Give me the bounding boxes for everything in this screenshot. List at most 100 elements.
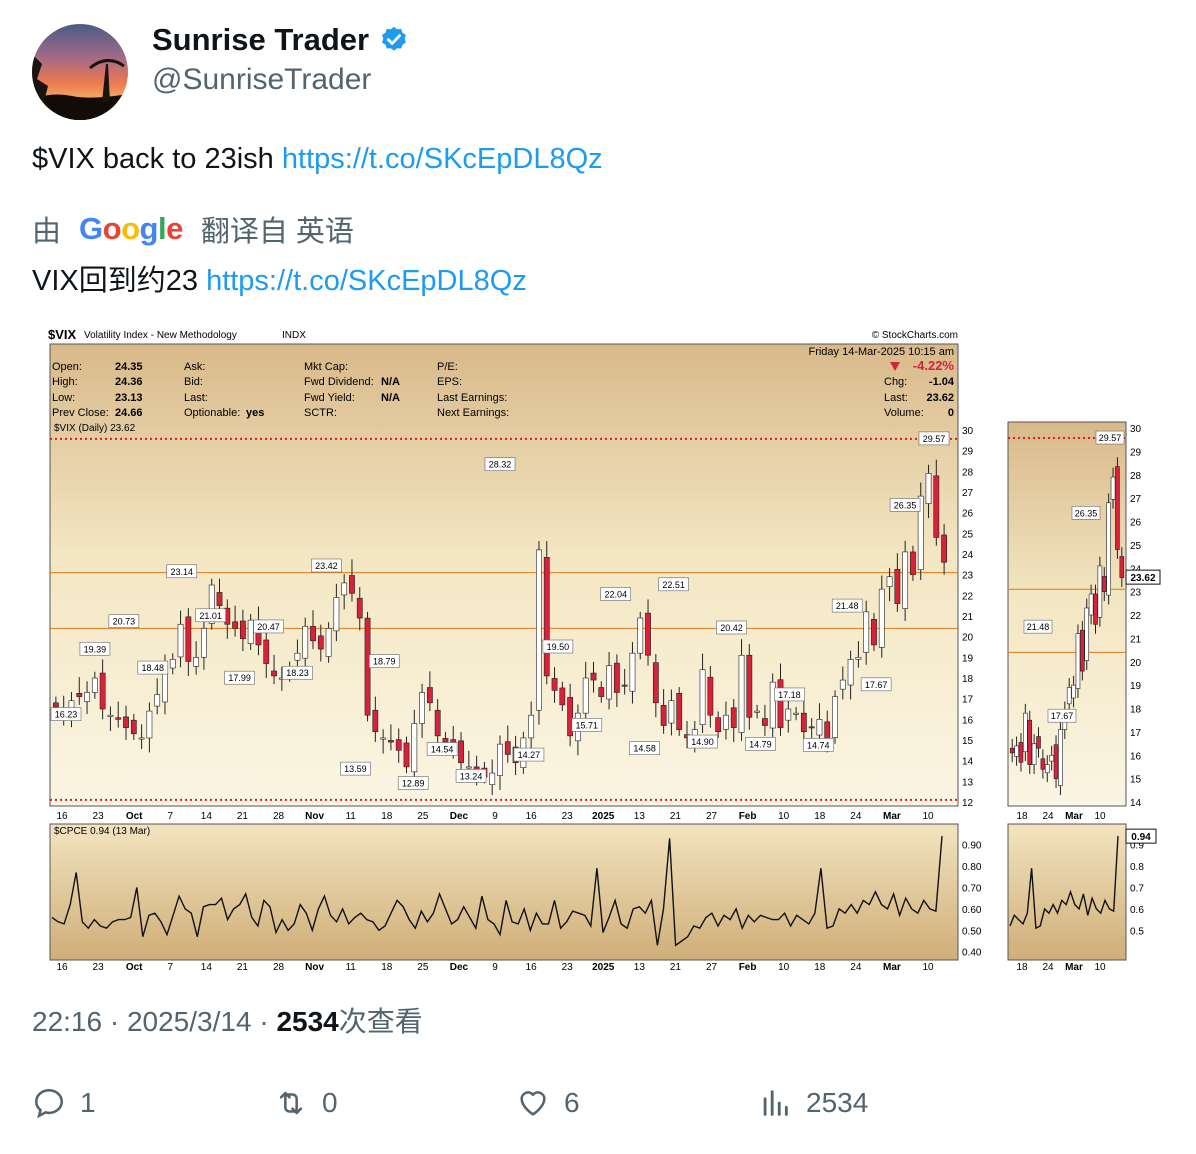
y-tick-label: 13 xyxy=(962,777,974,788)
candle xyxy=(629,652,636,692)
tweet-time[interactable]: 22:16 xyxy=(32,1006,103,1037)
price-label: 18.23 xyxy=(286,668,309,678)
price-label-box xyxy=(397,776,429,790)
tweet-body: $VIX back to 23ish xyxy=(32,143,274,175)
svg-text:24.36: 24.36 xyxy=(115,376,143,388)
price-label: 15.71 xyxy=(576,720,599,730)
x-tick-label-lower: 14 xyxy=(201,962,213,973)
inset-candle xyxy=(1014,745,1019,757)
candle xyxy=(403,742,410,768)
last-price-box xyxy=(1125,569,1161,585)
author-handle[interactable]: @SunriseTrader xyxy=(152,63,372,96)
reply-button[interactable]: 1 xyxy=(32,1086,96,1120)
inset-lower-tick: 0.7 xyxy=(1130,884,1144,895)
price-label: 14.79 xyxy=(749,739,772,749)
candle xyxy=(847,659,854,686)
price-label: 18.79 xyxy=(373,657,396,667)
price-label-box xyxy=(253,619,284,634)
candle xyxy=(185,616,192,662)
price-label-box xyxy=(860,677,892,692)
inset-candle xyxy=(1031,743,1037,765)
translation-attribution[interactable]: 由 Google 翻译自 英语 xyxy=(32,208,354,250)
inset-x-tick: 24 xyxy=(1042,811,1054,822)
candle xyxy=(388,740,394,743)
price-label-box xyxy=(50,707,82,721)
price-label: 17.99 xyxy=(228,673,251,683)
translation-label: 翻译自 英语 xyxy=(200,216,354,248)
price-label-box xyxy=(166,564,198,579)
inset-x-tick: Mar xyxy=(1065,811,1083,822)
x-tick-label: 25 xyxy=(417,811,429,822)
y-tick-label: 18 xyxy=(962,674,974,685)
candle xyxy=(123,716,129,728)
inset-y-tick: 30 xyxy=(1130,424,1142,435)
candle xyxy=(871,619,877,646)
x-tick-label: Nov xyxy=(305,811,324,822)
candle xyxy=(84,692,90,702)
price-label-box xyxy=(282,665,313,680)
candle xyxy=(816,719,823,736)
inset-candle xyxy=(1101,576,1107,592)
candle xyxy=(239,620,246,640)
price-label: 12.89 xyxy=(402,779,425,789)
x-tick-label: 21 xyxy=(237,811,249,822)
author-name[interactable]: Sunrise Trader xyxy=(152,22,370,57)
candle xyxy=(925,473,932,504)
translated-link[interactable]: https://t.co/SKcEpDL8Qz xyxy=(206,265,527,297)
candle xyxy=(169,659,176,669)
candle xyxy=(107,714,114,717)
price-label: 29.57 xyxy=(923,434,946,444)
price-label: 14.54 xyxy=(431,745,454,755)
y-tick-label: 24 xyxy=(962,550,974,561)
x-tick-label-lower: 21 xyxy=(670,962,682,973)
views-button[interactable]: 2534 xyxy=(758,1086,868,1120)
inset-label: 26.35 xyxy=(1075,508,1098,518)
candle xyxy=(824,721,831,741)
price-label: 20.47 xyxy=(257,622,280,632)
x-tick-label-lower: 28 xyxy=(273,962,285,973)
y-tick-label: 12 xyxy=(962,798,974,809)
tweet-link[interactable]: https://t.co/SKcEpDL8Qz xyxy=(281,143,603,175)
tweet-date[interactable]: 2025/3/14 xyxy=(126,1006,252,1037)
svg-text:Optionable:: Optionable: xyxy=(184,407,240,419)
candle xyxy=(637,617,644,654)
candle xyxy=(333,597,340,632)
avatar[interactable] xyxy=(32,24,128,120)
chart-credit: © StockCharts.com xyxy=(872,330,958,341)
svg-text:-4.22%: -4.22% xyxy=(913,358,955,373)
x-tick-label-lower: 23 xyxy=(93,962,105,973)
x-tick-label: 23 xyxy=(562,811,574,822)
svg-text:High:: High: xyxy=(52,376,78,388)
candle xyxy=(130,719,137,735)
svg-text:Prev Close:: Prev Close: xyxy=(52,407,109,419)
svg-text:Last:: Last: xyxy=(184,392,208,404)
candle xyxy=(894,568,901,604)
chart-image[interactable]: $VIX Volatility Index - New Methodology … xyxy=(32,318,1164,978)
candle xyxy=(917,495,924,571)
inset-candle xyxy=(1115,466,1120,550)
inset-y-tick: 15 xyxy=(1130,775,1142,786)
price-label-box xyxy=(137,660,169,675)
chart-title: $VIX xyxy=(48,327,77,342)
inset-label-box xyxy=(1071,506,1101,520)
y-tick-label: 20 xyxy=(962,633,974,644)
price-label: 13.24 xyxy=(460,771,483,781)
candle xyxy=(504,741,511,755)
x-tick-label-lower: 13 xyxy=(634,962,646,973)
candle xyxy=(208,584,215,624)
reply-count: 1 xyxy=(80,1087,96,1118)
price-label: 18.48 xyxy=(142,663,165,673)
x-tick-label: 7 xyxy=(167,811,173,822)
svg-text:P/E:: P/E: xyxy=(437,361,458,373)
like-button[interactable]: 6 xyxy=(516,1086,580,1120)
retweet-button[interactable]: 0 xyxy=(274,1086,338,1120)
candle xyxy=(567,697,574,737)
candle xyxy=(138,737,145,740)
candle xyxy=(645,612,651,656)
price-label-box xyxy=(340,761,371,776)
candle xyxy=(543,557,550,677)
x-tick-label: 18 xyxy=(381,811,393,822)
candle xyxy=(660,704,667,726)
candle xyxy=(723,714,729,730)
inset-y-tick: 17 xyxy=(1130,728,1142,739)
